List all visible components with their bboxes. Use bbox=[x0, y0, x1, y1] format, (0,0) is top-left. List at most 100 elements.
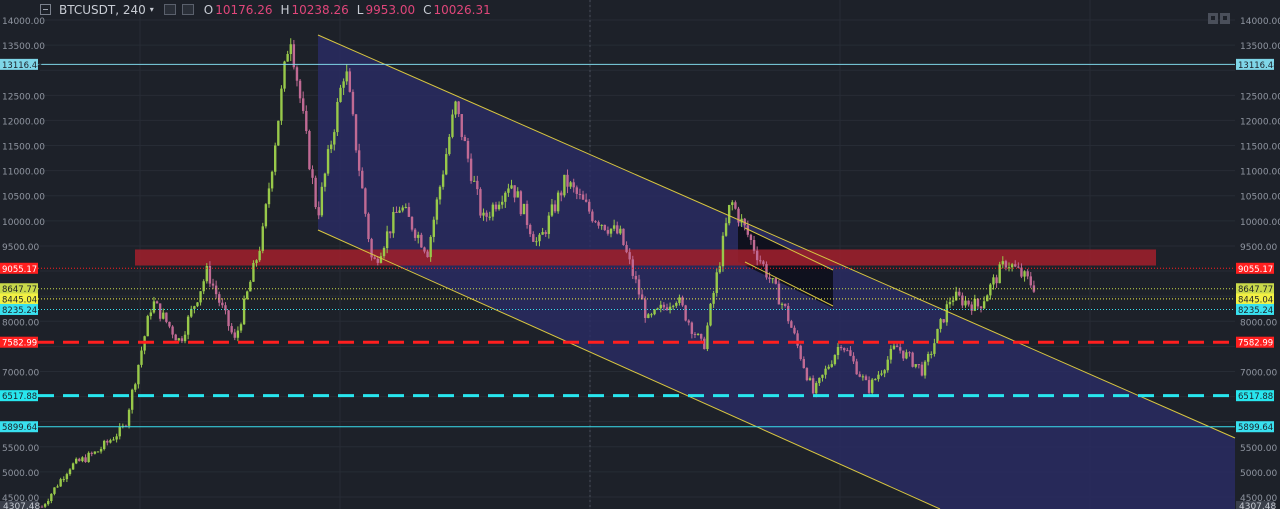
symbol-label[interactable]: BTCUSDT, 240 bbox=[59, 2, 146, 17]
candle-body bbox=[364, 188, 367, 214]
candle-body bbox=[609, 228, 613, 234]
candle-body bbox=[90, 452, 93, 454]
candle-body bbox=[78, 458, 81, 462]
collapse-legend-icon[interactable] bbox=[40, 4, 51, 15]
candle-body bbox=[861, 376, 865, 378]
left-tick-label: 9500.00 bbox=[2, 243, 39, 253]
candle-body bbox=[858, 374, 861, 377]
candle-body bbox=[298, 80, 302, 99]
candle-body bbox=[889, 348, 893, 360]
scroll-right-icon[interactable] bbox=[1220, 13, 1230, 24]
candle-body bbox=[945, 304, 949, 323]
candle-body bbox=[737, 208, 740, 223]
candle-body bbox=[954, 291, 958, 301]
chart-toolbar bbox=[1208, 13, 1230, 24]
candle-body bbox=[258, 250, 261, 261]
left-tick-label: 13500.00 bbox=[2, 42, 45, 52]
close-icon[interactable] bbox=[181, 4, 194, 15]
candle-body bbox=[137, 364, 140, 385]
candle-body bbox=[87, 452, 90, 463]
left-tick-label: 5500.00 bbox=[2, 444, 39, 454]
candle-body bbox=[566, 174, 569, 187]
candle-body bbox=[690, 322, 694, 334]
candle-body bbox=[102, 440, 106, 450]
candle-body bbox=[140, 350, 143, 365]
level-label-right-bg bbox=[1236, 421, 1274, 433]
candle-body bbox=[460, 114, 463, 137]
low-key: L bbox=[356, 2, 364, 17]
candle-body bbox=[389, 231, 392, 234]
level-label-right: 7582.99 bbox=[1238, 339, 1273, 349]
candle-body bbox=[787, 305, 790, 322]
candle-body bbox=[497, 204, 501, 210]
trend-line bbox=[744, 227, 834, 271]
candle-body bbox=[249, 281, 252, 292]
candle-body bbox=[395, 212, 398, 214]
candle-body bbox=[417, 234, 420, 238]
candle-body bbox=[473, 180, 476, 182]
right-tick-label: 5000.00 bbox=[1240, 469, 1277, 479]
candle-body bbox=[109, 440, 112, 443]
candle-body bbox=[672, 305, 675, 307]
candle-body bbox=[550, 204, 554, 216]
candle-body bbox=[99, 449, 103, 452]
candle-body bbox=[597, 222, 600, 226]
candle-body bbox=[961, 295, 964, 306]
level-label-right: 5899.64 bbox=[1238, 423, 1273, 433]
scroll-left-icon[interactable] bbox=[1208, 13, 1218, 24]
candle-body bbox=[426, 251, 429, 258]
candle-body bbox=[479, 189, 482, 216]
candle-body bbox=[843, 348, 846, 351]
level-label-left-bg bbox=[0, 421, 38, 433]
candle-body bbox=[255, 260, 258, 264]
candle-body bbox=[525, 203, 529, 225]
candle-body bbox=[165, 312, 168, 322]
settings-icon[interactable] bbox=[163, 4, 176, 15]
candle-body bbox=[948, 301, 952, 305]
candle-body bbox=[886, 359, 889, 371]
candle-body bbox=[205, 265, 208, 282]
candle-body bbox=[62, 479, 65, 481]
candle-body bbox=[118, 426, 121, 437]
right-tick-label: 7000.00 bbox=[1240, 368, 1277, 378]
candle-body bbox=[790, 321, 793, 328]
candle-body bbox=[345, 71, 348, 82]
left-bottom-label: 4307.48 bbox=[3, 502, 40, 509]
candle-body bbox=[908, 352, 911, 354]
candle-body bbox=[323, 173, 327, 187]
level-label-right: 9055.17 bbox=[1238, 265, 1273, 275]
right-tick-label: 10500.00 bbox=[1240, 193, 1280, 203]
candle-body bbox=[96, 451, 100, 453]
level-label-left-bg bbox=[0, 303, 38, 315]
candle-body bbox=[494, 204, 498, 210]
candle-body bbox=[516, 191, 519, 198]
candle-body bbox=[93, 451, 97, 454]
candle-body bbox=[401, 207, 404, 211]
level-label-left: 8445.04 bbox=[2, 295, 37, 305]
candle-body bbox=[1020, 267, 1023, 277]
candle-body bbox=[914, 364, 917, 367]
candle-body bbox=[768, 277, 771, 279]
candle-body bbox=[877, 374, 880, 380]
caret-down-icon[interactable]: ▾ bbox=[149, 5, 154, 14]
candle-body bbox=[724, 223, 728, 236]
candle-body bbox=[979, 306, 983, 309]
candle-body bbox=[544, 232, 547, 234]
candle-body bbox=[348, 71, 352, 92]
candle-body bbox=[270, 171, 274, 189]
candle-body bbox=[926, 353, 930, 362]
candle-body bbox=[902, 350, 905, 359]
candle-body bbox=[547, 215, 551, 234]
right-tick-label: 10000.00 bbox=[1240, 218, 1280, 228]
candle-body bbox=[864, 376, 868, 381]
candle-body bbox=[821, 374, 824, 378]
candle-body bbox=[693, 333, 697, 335]
candle-body bbox=[171, 326, 174, 335]
candle-body bbox=[982, 301, 986, 309]
candle-body bbox=[214, 285, 218, 295]
level-label-left-bg bbox=[0, 293, 38, 305]
level-label-left-bg bbox=[0, 283, 38, 295]
candle-body bbox=[852, 355, 855, 362]
candle-body bbox=[423, 247, 426, 252]
